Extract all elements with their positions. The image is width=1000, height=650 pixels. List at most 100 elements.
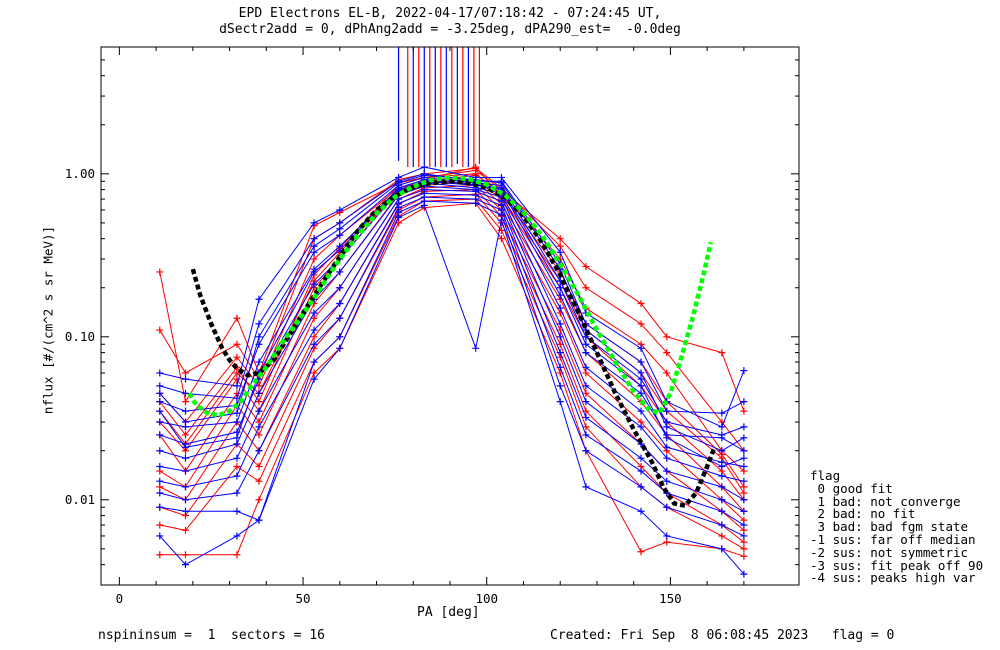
x-tick-label: 150 (659, 591, 682, 606)
data-point (181, 389, 189, 397)
data-point (663, 538, 671, 546)
data-point (233, 409, 241, 417)
data-point (336, 219, 344, 227)
series-lines (156, 163, 748, 578)
green-fit-curve (187, 175, 714, 418)
data-point (255, 333, 263, 341)
data-point (255, 295, 263, 303)
data-point (556, 363, 564, 371)
data-point (255, 398, 263, 406)
data-point (181, 443, 189, 451)
data-point (310, 369, 318, 377)
data-point (740, 434, 748, 442)
data-point (556, 333, 564, 341)
data-point (497, 216, 505, 224)
series-19 (156, 189, 748, 515)
legend-item: 2 bad: no fit (810, 506, 916, 522)
data-point (181, 375, 189, 383)
data-point (663, 467, 671, 475)
data-point (255, 358, 263, 366)
data-point (663, 369, 671, 377)
data-point (233, 489, 241, 497)
data-point (556, 242, 564, 250)
data-point (663, 503, 671, 511)
data-point (156, 489, 164, 497)
data-point (156, 268, 164, 276)
data-point (497, 235, 505, 243)
data-point (740, 423, 748, 431)
data-point (181, 507, 189, 515)
data-point (233, 314, 241, 322)
data-point (582, 333, 590, 341)
data-point (336, 231, 344, 239)
data-point (310, 326, 318, 334)
series-11 (156, 163, 748, 497)
data-point (156, 326, 164, 334)
data-point (637, 358, 645, 366)
data-point (156, 398, 164, 406)
legend-item: 0 good fit (810, 480, 893, 496)
data-point (582, 363, 590, 371)
series-line (159, 184, 745, 521)
data-point (582, 398, 590, 406)
data-point (156, 532, 164, 540)
x-axis-label: PA [deg] (417, 605, 480, 620)
legend-item: -4 sus: peaks high var (810, 570, 976, 586)
data-point (663, 349, 671, 357)
series-line (159, 200, 745, 537)
data-point (255, 447, 263, 455)
data-point (740, 570, 748, 578)
data-point (156, 477, 164, 485)
data-point (336, 284, 344, 292)
series-line (159, 196, 745, 526)
data-point (637, 454, 645, 462)
y-tick-label: 0.01 (65, 492, 95, 507)
series-line (159, 166, 745, 494)
data-point (556, 304, 564, 312)
data-point (233, 463, 241, 471)
data-point (556, 382, 564, 390)
data-point (663, 423, 671, 431)
data-point (637, 483, 645, 491)
series-4 (156, 176, 748, 504)
data-point (718, 472, 726, 480)
data-point (740, 463, 748, 471)
data-point (181, 454, 189, 462)
data-point (582, 413, 590, 421)
data-point (181, 407, 189, 415)
data-point (718, 423, 726, 431)
data-point (156, 389, 164, 397)
data-point (310, 309, 318, 317)
series-22 (156, 201, 748, 578)
data-point (420, 163, 428, 171)
data-point (310, 235, 318, 243)
data-point (233, 382, 241, 390)
data-point (582, 423, 590, 431)
series-line (159, 182, 744, 468)
data-point (156, 407, 164, 415)
data-point (156, 521, 164, 529)
data-point (718, 409, 726, 417)
data-point (556, 398, 564, 406)
data-point (740, 367, 748, 375)
peak-spikes (397, 47, 480, 168)
data-point (582, 389, 590, 397)
data-point (718, 545, 726, 553)
data-point (663, 333, 671, 341)
data-point (156, 418, 164, 426)
data-point (556, 349, 564, 357)
data-point (181, 496, 189, 504)
data-point (663, 454, 671, 462)
footer-created: Created: Fri Sep 8 06:08:45 2023 flag = … (550, 628, 895, 643)
legend-item: 1 bad: not converge (810, 493, 961, 509)
data-point (233, 375, 241, 383)
series-18 (156, 186, 748, 504)
data-point (336, 333, 344, 341)
data-point (233, 507, 241, 515)
y-tick-label: 1.00 (65, 166, 95, 181)
legend-item: -2 sus: not symmetric (810, 544, 969, 560)
data-point (310, 248, 318, 256)
data-point (663, 477, 671, 485)
data-point (472, 199, 480, 207)
legend-item: -1 sus: far off median (810, 531, 976, 547)
